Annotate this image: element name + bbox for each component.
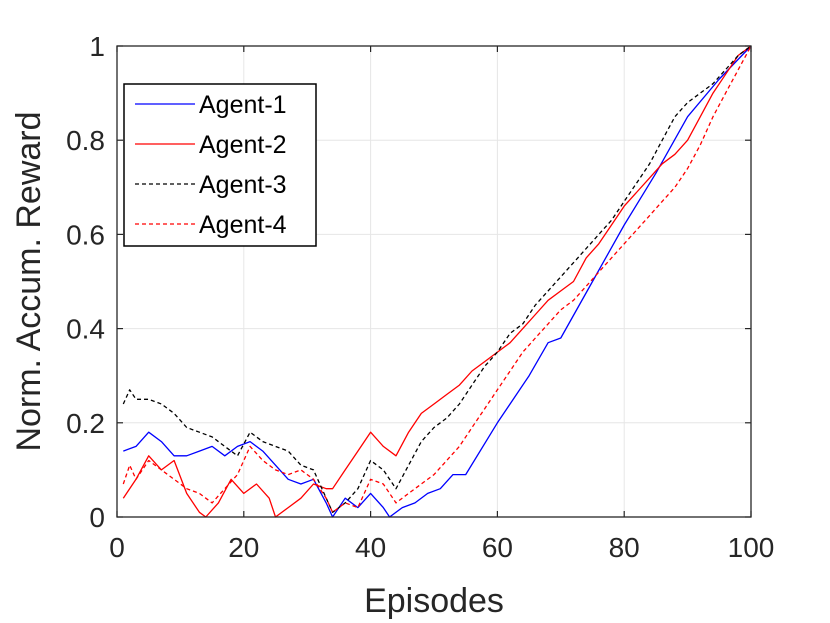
- x-axis-title: Episodes: [364, 582, 504, 620]
- legend-label: Agent-4: [199, 211, 287, 239]
- tick-labels: 0 20 40 60 80 100 0 0.2 0.4 0.6 0.8 1: [66, 31, 774, 563]
- y-tick-label: 0.8: [66, 125, 105, 156]
- x-tick-label: 20: [228, 532, 259, 563]
- x-tick-label: 0: [109, 532, 125, 563]
- y-tick-label: 0.2: [66, 408, 105, 439]
- y-tick-label: 1: [89, 31, 105, 62]
- x-tick-label: 100: [728, 532, 775, 563]
- legend-label: Agent-3: [199, 171, 287, 199]
- y-tick-label: 0.6: [66, 219, 105, 250]
- y-tick-label: 0: [89, 502, 105, 533]
- legend-label: Agent-2: [199, 131, 287, 159]
- y-tick-label: 0.4: [66, 314, 105, 345]
- series-line-agent-2: [122, 45, 752, 518]
- x-tick-label: 40: [355, 532, 386, 563]
- series-line-agent-3: [122, 45, 752, 513]
- legend: Agent-1 Agent-2 Agent-3 Agent-4: [123, 83, 317, 247]
- series-line-agent-1: [123, 45, 752, 518]
- y-axis-title: Norm. Accum. Reward: [10, 111, 48, 451]
- series-line-agent-4: [122, 45, 752, 513]
- x-tick-label: 60: [482, 532, 513, 563]
- axes: [116, 45, 752, 518]
- series-lines: [122, 45, 752, 518]
- legend-label: Agent-1: [199, 91, 287, 119]
- axes-box: [116, 45, 752, 518]
- legend-box: [123, 83, 317, 247]
- x-tick-label: 80: [609, 532, 640, 563]
